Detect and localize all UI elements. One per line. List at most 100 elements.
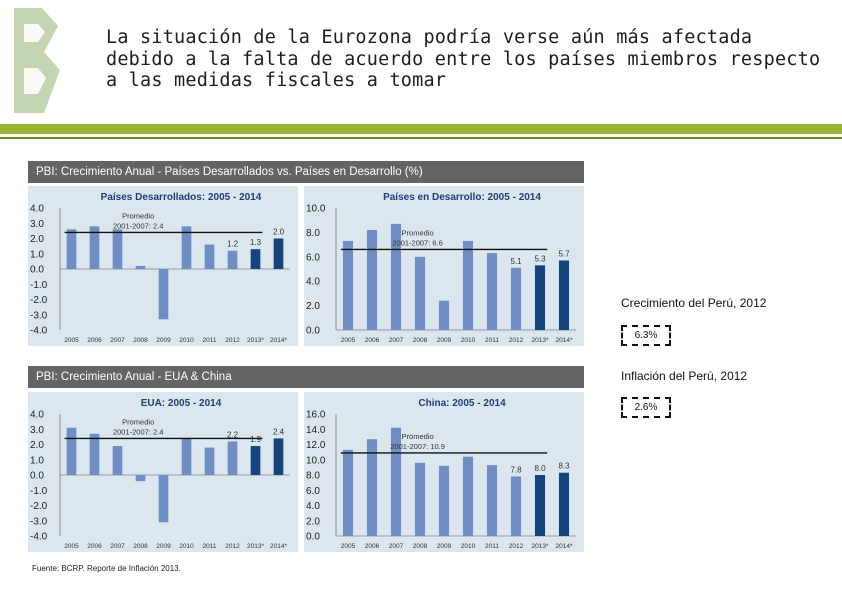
bar-2007: [112, 229, 123, 269]
data-label: 8.3: [558, 462, 570, 471]
bar-2011: [204, 244, 215, 269]
average-value-label: 2001-2007: 10.9: [390, 442, 445, 451]
x-tick-label: 2005: [64, 337, 79, 344]
x-tick-label: 2007: [389, 543, 404, 550]
logo-shape: [14, 8, 60, 113]
chart-developing: Países en Desarrollo: 2005 - 2014 10.0 8.0…: [306, 192, 576, 344]
y-tick-label: 0.0: [306, 326, 320, 337]
y-tick-label: 10.0: [306, 204, 326, 215]
header-divider-thin: [0, 137, 842, 139]
y-tick-label: 8.0: [306, 471, 320, 482]
chart-developed: Países Desarrollados: 2005 - 2014 4.0 3.0 2…: [30, 192, 290, 344]
x-tick-label: 2009: [437, 337, 452, 344]
chart-title: Países Desarrollados: 2005 - 2014: [101, 192, 262, 203]
bar-2005: [66, 427, 77, 475]
bar-2013: [534, 265, 546, 330]
bar-2009: [438, 300, 450, 330]
y-tick-label: -3.0: [30, 516, 48, 527]
y-tick-label: 6.0: [306, 252, 320, 263]
bar-2014: [558, 260, 570, 330]
y-tick-label: 0.0: [30, 265, 44, 276]
y-tick-label: 2.0: [306, 516, 320, 527]
y-tick-label: 10.0: [306, 455, 326, 466]
data-label: 2.2: [227, 430, 239, 439]
y-tick-label: 4.0: [306, 277, 320, 288]
chart-title: EUA: 2005 - 2014: [141, 398, 222, 409]
bar-2012: [510, 476, 522, 536]
y-tick-label: 4.0: [30, 204, 44, 215]
y-tick-label: 1.0: [30, 455, 44, 466]
x-tick-label: 2014*: [270, 543, 287, 550]
x-tick-label: 2013*: [247, 337, 264, 344]
x-tick-label: 2011: [203, 337, 217, 344]
x-tick-label: 2013*: [532, 337, 549, 344]
y-tick-label: -4.0: [30, 532, 48, 543]
y-tick-label: 0.0: [306, 532, 320, 543]
x-tick-label: 2008: [133, 337, 148, 344]
x-tick-label: 2012: [225, 543, 240, 550]
bar-2009: [158, 269, 169, 320]
bar-2013: [534, 475, 546, 536]
header-divider: [0, 124, 842, 134]
page-title: La situación de la Eurozona podría verse…: [106, 27, 821, 91]
x-tick-label: 2012: [509, 543, 524, 550]
x-tick-label: 2011: [485, 543, 499, 550]
y-tick-label: 3.0: [30, 425, 44, 436]
x-tick-label: 2010: [461, 543, 476, 550]
x-tick-label: 2009: [156, 543, 171, 550]
bar-2006: [366, 229, 378, 330]
bar-2005: [342, 240, 354, 330]
y-tick-label: 8.0: [306, 228, 320, 239]
data-label: 8.0: [534, 464, 546, 473]
average-label: Promedio: [402, 228, 434, 237]
chart-panel-usa: EUA: 2005 - 2014 4.0 3.0 2.0 1.0 0.0 -1.0 -2.0 -…: [28, 392, 298, 552]
data-label: 1.3: [250, 238, 262, 247]
bar-2011: [486, 465, 498, 536]
peru-growth-value: 6.3%: [621, 325, 671, 346]
y-tick-label: -2.0: [30, 295, 48, 306]
y-tick-label: -3.0: [30, 310, 48, 321]
bar-2010: [462, 240, 474, 330]
bar-2007: [390, 427, 402, 536]
data-label: 5.3: [534, 254, 546, 263]
bar-2005: [342, 449, 354, 536]
peru-growth-label: Crecimiento del Perú, 2012: [621, 296, 767, 310]
x-tick-label: 2014*: [556, 543, 573, 550]
chart-title: China: 2005 - 2014: [418, 398, 506, 409]
average-label: Promedio: [122, 417, 154, 426]
bar-2011: [204, 447, 215, 475]
bar-2010: [462, 456, 474, 536]
chart-usa: EUA: 2005 - 2014 4.0 3.0 2.0 1.0 0.0 -1.0 -2.0 -…: [30, 398, 290, 550]
bar-2012: [227, 250, 238, 269]
bar-2012: [227, 441, 238, 475]
x-tick-label: 2008: [133, 543, 148, 550]
bar-2014: [273, 238, 284, 269]
bar-2008: [135, 475, 146, 482]
average-value-label: 2001-2007: 2.4: [113, 427, 163, 436]
chart-title: Países en Desarrollo: 2005 - 2014: [383, 192, 541, 203]
y-tick-label: -2.0: [30, 501, 48, 512]
bar-2013: [250, 249, 261, 269]
x-tick-label: 2005: [341, 337, 356, 344]
y-tick-label: 14.0: [306, 425, 326, 436]
y-tick-label: 3.0: [30, 219, 44, 230]
x-tick-label: 2013*: [532, 543, 549, 550]
y-tick-label: -1.0: [30, 486, 48, 497]
chart-panel-developed: Países Desarrollados: 2005 - 2014 4.0 3.0 2…: [28, 186, 298, 346]
bar-2009: [158, 475, 169, 523]
x-tick-label: 2006: [365, 543, 380, 550]
x-tick-label: 2010: [179, 337, 194, 344]
bar-2014: [273, 438, 284, 475]
chart-panel-developing: Países en Desarrollo: 2005 - 2014 10.0 8.0…: [304, 186, 584, 346]
x-tick-label: 2014*: [270, 337, 287, 344]
section-header-developed-vs-developing: PBI: Crecimiento Anual - Países Desarrol…: [28, 161, 584, 183]
bcrp-logo: [14, 8, 60, 113]
y-tick-label: 2.0: [30, 440, 44, 451]
y-tick-label: 6.0: [306, 486, 320, 497]
y-tick-label: 2.0: [306, 301, 320, 312]
bar-2006: [89, 433, 100, 475]
peru-inflation-value: 2.6%: [621, 397, 671, 418]
y-tick-label: 2.0: [30, 234, 44, 245]
x-tick-label: 2005: [64, 543, 79, 550]
bar-2013: [250, 446, 261, 475]
